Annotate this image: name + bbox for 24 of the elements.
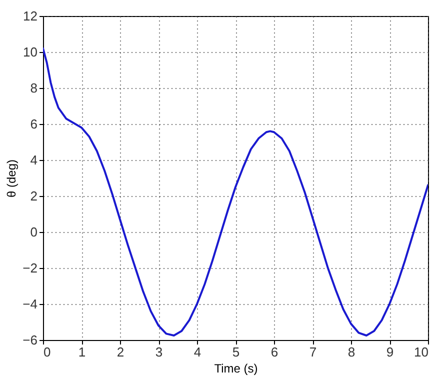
y-tick-label: 0 <box>30 224 38 240</box>
y-tick-label: 8 <box>30 80 38 96</box>
x-tick-label: 2 <box>116 344 124 360</box>
x-tick-label: 3 <box>155 344 163 360</box>
y-tick-label: 4 <box>30 152 38 168</box>
x-axis-title: Time (s) <box>214 362 258 376</box>
x-tick-label: 5 <box>232 344 240 360</box>
line-series <box>43 47 428 336</box>
y-tick-label: 10 <box>23 44 38 60</box>
y-tick-label: −2 <box>22 260 38 276</box>
y-tick-label: 12 <box>23 8 38 24</box>
y-tick-label: 6 <box>30 116 38 132</box>
y-axis-title: θ (deg) <box>4 159 19 198</box>
x-tick-label: 8 <box>348 344 356 360</box>
y-tick-label: −6 <box>22 332 38 348</box>
x-tick-label: 4 <box>194 344 202 360</box>
x-tick-label: 10 <box>414 344 428 360</box>
x-tick-label: 7 <box>309 344 317 360</box>
x-tick-label: 0 <box>44 344 51 360</box>
y-tick-label: −4 <box>22 296 38 312</box>
x-tick-label: 9 <box>386 344 394 360</box>
x-tick-label: 6 <box>270 344 278 360</box>
x-tick-label: 1 <box>78 344 86 360</box>
y-tick-label: 2 <box>30 188 38 204</box>
